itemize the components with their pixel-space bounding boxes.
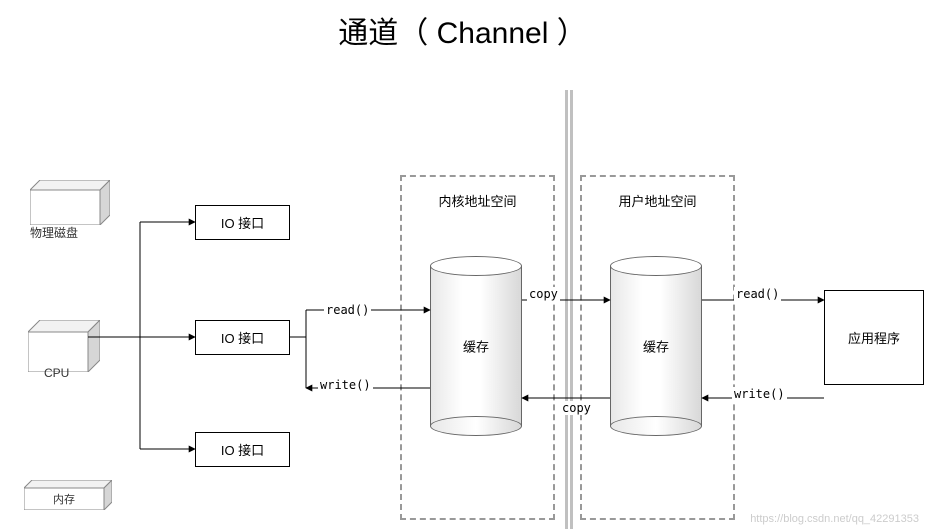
kernel-user-divider-right <box>570 90 573 529</box>
io-box-2: IO 接口 <box>195 432 290 467</box>
cylinder-top <box>610 256 702 276</box>
edge-label: write() <box>318 378 373 392</box>
io-box-0: IO 接口 <box>195 205 290 240</box>
watermark: https://blog.csdn.net/qq_42291353 <box>750 513 919 525</box>
cylinder-bottom <box>610 416 702 436</box>
kernel-buffer-cylinder: 缓存 <box>430 256 522 436</box>
cpu-label: CPU <box>44 366 69 380</box>
io-label: IO 接口 <box>221 328 264 347</box>
edge-label: read() <box>734 287 781 301</box>
disk-label: 物理磁盘 <box>30 224 78 241</box>
io-box-1: IO 接口 <box>195 320 290 355</box>
edge-label: write() <box>732 387 787 401</box>
disk-icon <box>30 180 110 225</box>
edge-label: copy <box>560 401 593 415</box>
app-label: 应用程序 <box>848 328 900 347</box>
kernel-buffer-label: 缓存 <box>430 337 522 356</box>
cylinder-top <box>430 256 522 276</box>
io-label: IO 接口 <box>221 440 264 459</box>
svg-text:内存: 内存 <box>53 492 75 506</box>
user-buffer-label: 缓存 <box>610 337 702 356</box>
kernel-space-title: 内核地址空间 <box>402 191 553 210</box>
page-title: 通道（ Channel ） <box>0 8 925 52</box>
memory-icon: 内存 <box>24 480 112 510</box>
kernel-user-divider-left <box>565 90 568 529</box>
io-label: IO 接口 <box>221 213 264 232</box>
cylinder-bottom <box>430 416 522 436</box>
user-buffer-cylinder: 缓存 <box>610 256 702 436</box>
cpu-icon <box>28 320 100 372</box>
app-box: 应用程序 <box>824 290 924 385</box>
title-text: 通道（ Channel ） <box>338 17 586 50</box>
edge-label: read() <box>324 303 371 317</box>
edge-label: copy <box>527 287 560 301</box>
user-space-title: 用户地址空间 <box>582 191 733 210</box>
